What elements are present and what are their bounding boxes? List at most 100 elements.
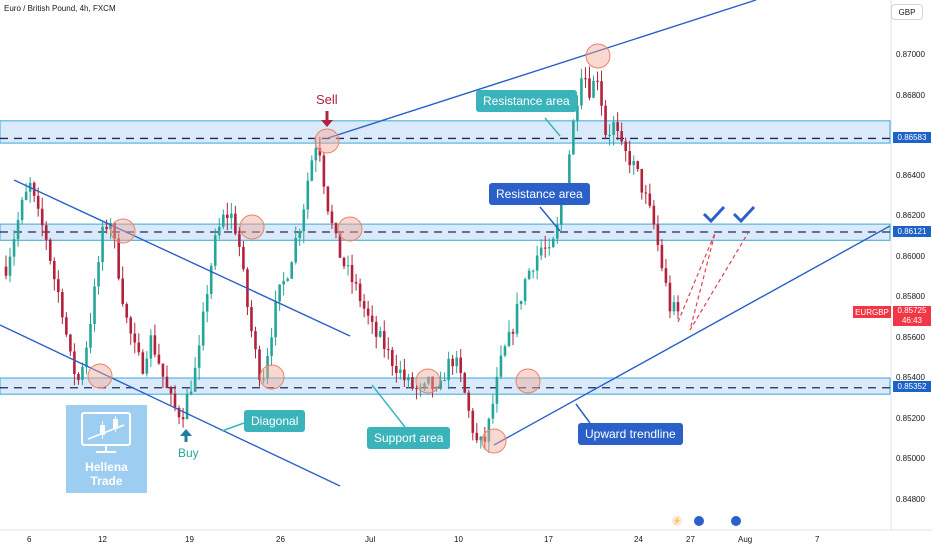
candle-body [451,358,454,367]
candle-body [113,223,116,239]
candle-body [423,383,426,388]
candle-body [358,283,362,302]
candle-body [234,213,237,234]
candle-body [395,365,398,373]
highlight-circle [515,368,541,394]
candle-body [475,432,479,441]
candle-body [350,265,354,283]
candle-body [403,369,406,381]
candle-body [407,377,410,381]
candle-body [290,262,294,279]
price-axis-label: 0.85800 [896,292,925,301]
candle-body [12,239,16,257]
callout-pointer [575,403,591,424]
candle-body [97,262,100,287]
candle-body [57,279,60,293]
time-axis-label: 27 [686,535,695,544]
price-tag-lower: 0.85352 [893,381,931,392]
currency-button[interactable]: GBP [891,4,923,20]
candle-body [338,233,342,258]
candle-body [105,226,108,230]
candle-body [250,307,253,332]
candle-body [551,238,555,248]
highlight-circle [585,43,611,69]
candle-body [479,436,483,441]
price-axis-label: 0.85000 [896,454,925,463]
candle-body [73,351,76,374]
diagonal-callout[interactable]: Diagonal [244,410,306,432]
candle-body [169,388,173,394]
support-callout[interactable]: Support area [367,427,451,449]
candle-body [205,294,209,312]
candle-body [270,337,273,356]
candle-body [382,331,386,349]
callout-pointer [371,384,406,428]
candle-body [435,388,438,390]
candle-body [507,331,511,347]
candle-body [354,282,358,284]
candle-body [282,280,285,285]
sell-label: Sell [316,92,338,107]
event-dot-icon-2[interactable] [731,516,741,526]
time-axis-label: 6 [27,535,32,544]
candle-body [173,393,177,408]
candle-body [447,358,450,381]
candle-body [101,226,104,263]
candle-body [624,141,627,152]
candle-body [503,346,507,356]
price-axis-label: 0.85200 [896,414,925,423]
time-axis-label: 17 [544,535,553,544]
candle-body [294,237,298,263]
candle-body [431,376,434,390]
buy-arrow-head [180,429,192,436]
logo-line1: Hellena [85,460,128,474]
highlight-circle [87,363,113,389]
candle-body [459,357,463,374]
candle-body [644,192,648,194]
candle-body [185,393,189,420]
candle-body [511,331,515,334]
candle-body [572,120,575,155]
price-axis-label: 0.86000 [896,252,925,261]
candle-body [48,239,52,261]
resistance-mid-callout[interactable]: Resistance area [489,183,590,205]
highlight-circle [314,128,340,154]
candle-body [519,300,523,305]
candle-body [495,376,499,404]
current-price-tag: 0.85725 [893,306,931,316]
price-axis-label: 0.87000 [896,50,925,59]
event-lightning-icon[interactable]: ⚡ [672,516,682,526]
candle-body [415,388,418,390]
highlight-circle [337,216,363,242]
upward-trendline-callout[interactable]: Upward trendline [578,423,683,445]
candle-body [616,122,619,132]
candle-body [463,373,467,393]
projection-path [677,232,749,331]
event-dot-icon[interactable] [694,516,704,526]
highlight-circle [259,364,285,390]
candle-body [483,436,487,442]
candle-body [547,247,551,249]
resistance-top-callout[interactable]: Resistance area [476,90,577,112]
candle-body [242,246,245,270]
candle-body [443,380,446,382]
candle-body [656,224,660,246]
candle-body [20,199,24,221]
logo-line2: Trade [90,474,123,488]
highlight-circle [481,428,507,454]
candle-body [262,378,265,380]
candle-body [266,355,269,379]
candle-body [137,342,141,353]
candle-body [209,265,213,295]
check-icon [732,205,756,224]
candle-body [628,151,632,166]
candle-body [330,211,334,224]
time-axis-label: 26 [276,535,285,544]
candle-body [672,302,676,312]
candle-body [217,226,221,236]
candle-body [318,148,322,156]
candle-body [326,186,330,212]
time-axis-label: Aug [738,535,753,544]
